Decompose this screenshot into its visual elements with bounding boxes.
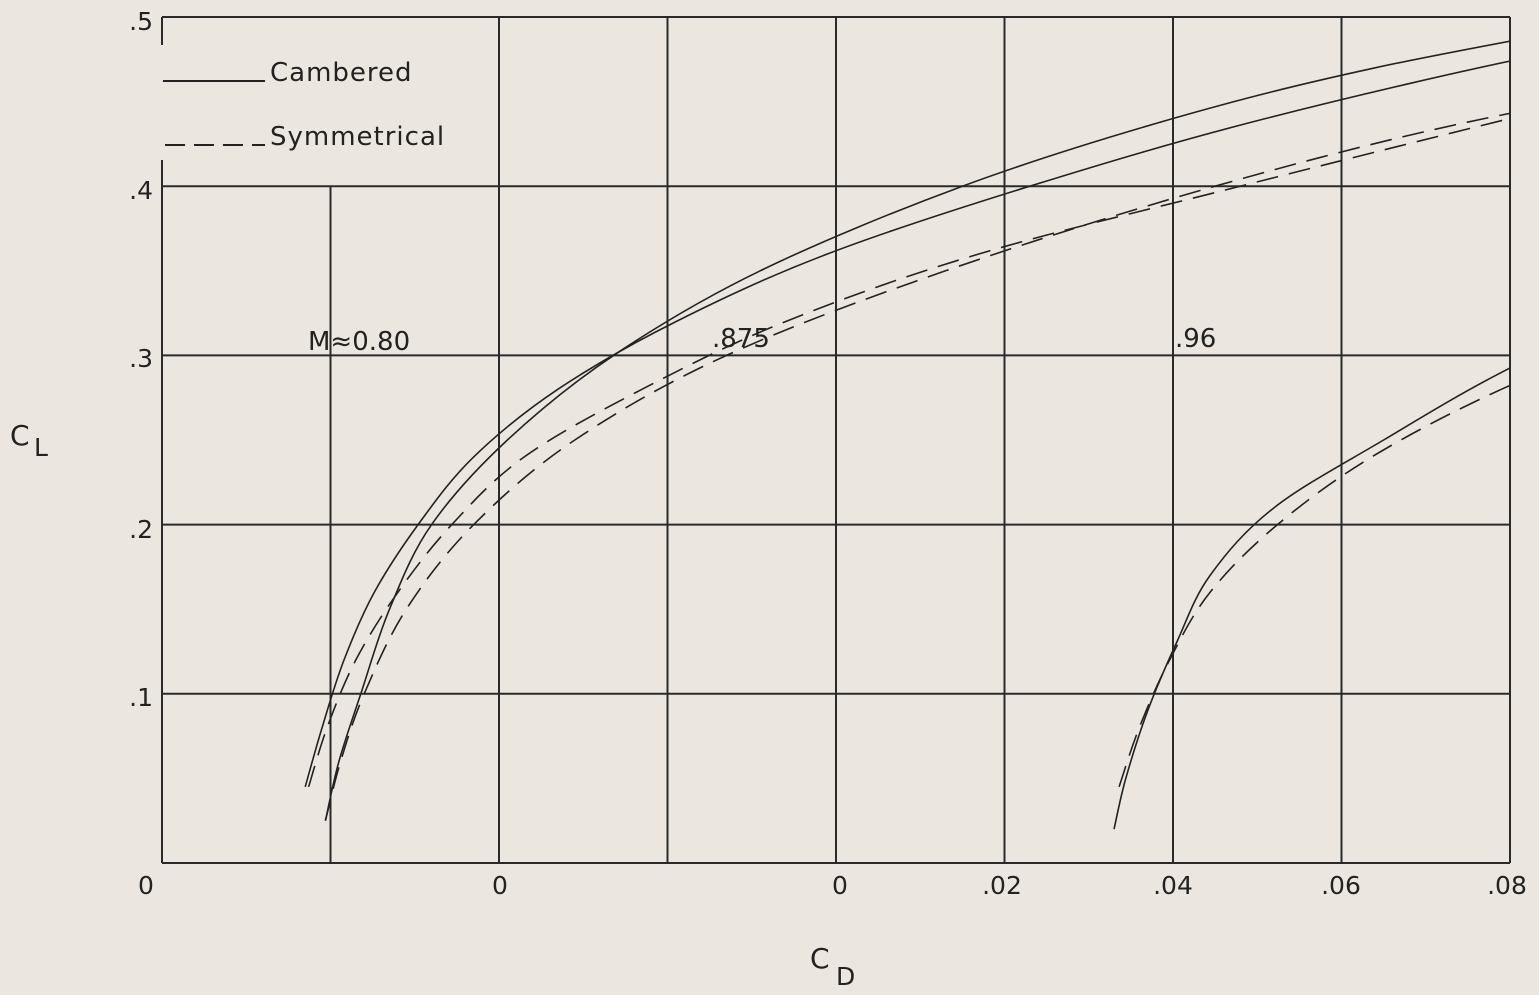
x-tick-label: 0 xyxy=(832,871,848,900)
mach-label-0-80: M≈0.80 xyxy=(308,327,410,357)
legend-label-symmetrical: Symmetrical xyxy=(270,122,445,152)
x-tick-label: .08 xyxy=(1487,871,1527,900)
curves xyxy=(304,40,1510,830)
x-tick-label: 0 xyxy=(492,871,508,900)
y-tick-label: .1 xyxy=(129,683,153,712)
svg-text:D: D xyxy=(836,962,855,991)
y-tick-label: .4 xyxy=(129,176,153,205)
x-tick-labels: 0 0 0 .02 .04 .06 .08 xyxy=(138,871,1527,900)
y-tick-label: .2 xyxy=(129,515,153,544)
x-tick-label: .06 xyxy=(1321,871,1361,900)
cambered-curve-panel-2 xyxy=(1113,367,1510,830)
cambered-curve-panel-1 xyxy=(304,60,1510,788)
grid xyxy=(161,16,1511,864)
x-tick-label: .02 xyxy=(982,871,1022,900)
x-tick-label: .04 xyxy=(1153,871,1193,900)
x-axis-label: C D xyxy=(810,942,855,991)
x-tick-label: 0 xyxy=(138,871,154,900)
svg-text:C: C xyxy=(10,419,30,452)
symmetrical-curve-panel-0 xyxy=(324,112,1510,821)
svg-text:L: L xyxy=(34,433,48,462)
svg-text:C: C xyxy=(810,942,830,975)
mach-label-0-96: .96 xyxy=(1175,324,1216,354)
legend: Cambered Symmetrical xyxy=(160,45,485,160)
mach-labels: M≈0.80 .875 .96 xyxy=(308,324,1216,357)
legend-label-cambered: Cambered xyxy=(270,58,413,88)
y-axis-label: C L xyxy=(10,419,48,462)
y-tick-label: .5 xyxy=(129,7,153,36)
cambered-curve-panel-0 xyxy=(324,40,1510,821)
symmetrical-curve-panel-2 xyxy=(1118,384,1510,788)
curve-group xyxy=(304,40,1510,830)
mach-label-0-875: .875 xyxy=(712,324,770,354)
symmetrical-curve-panel-1 xyxy=(307,117,1510,788)
y-tick-labels: .5 .4 .3 .2 .1 xyxy=(129,7,153,712)
y-tick-label: .3 xyxy=(129,344,153,373)
